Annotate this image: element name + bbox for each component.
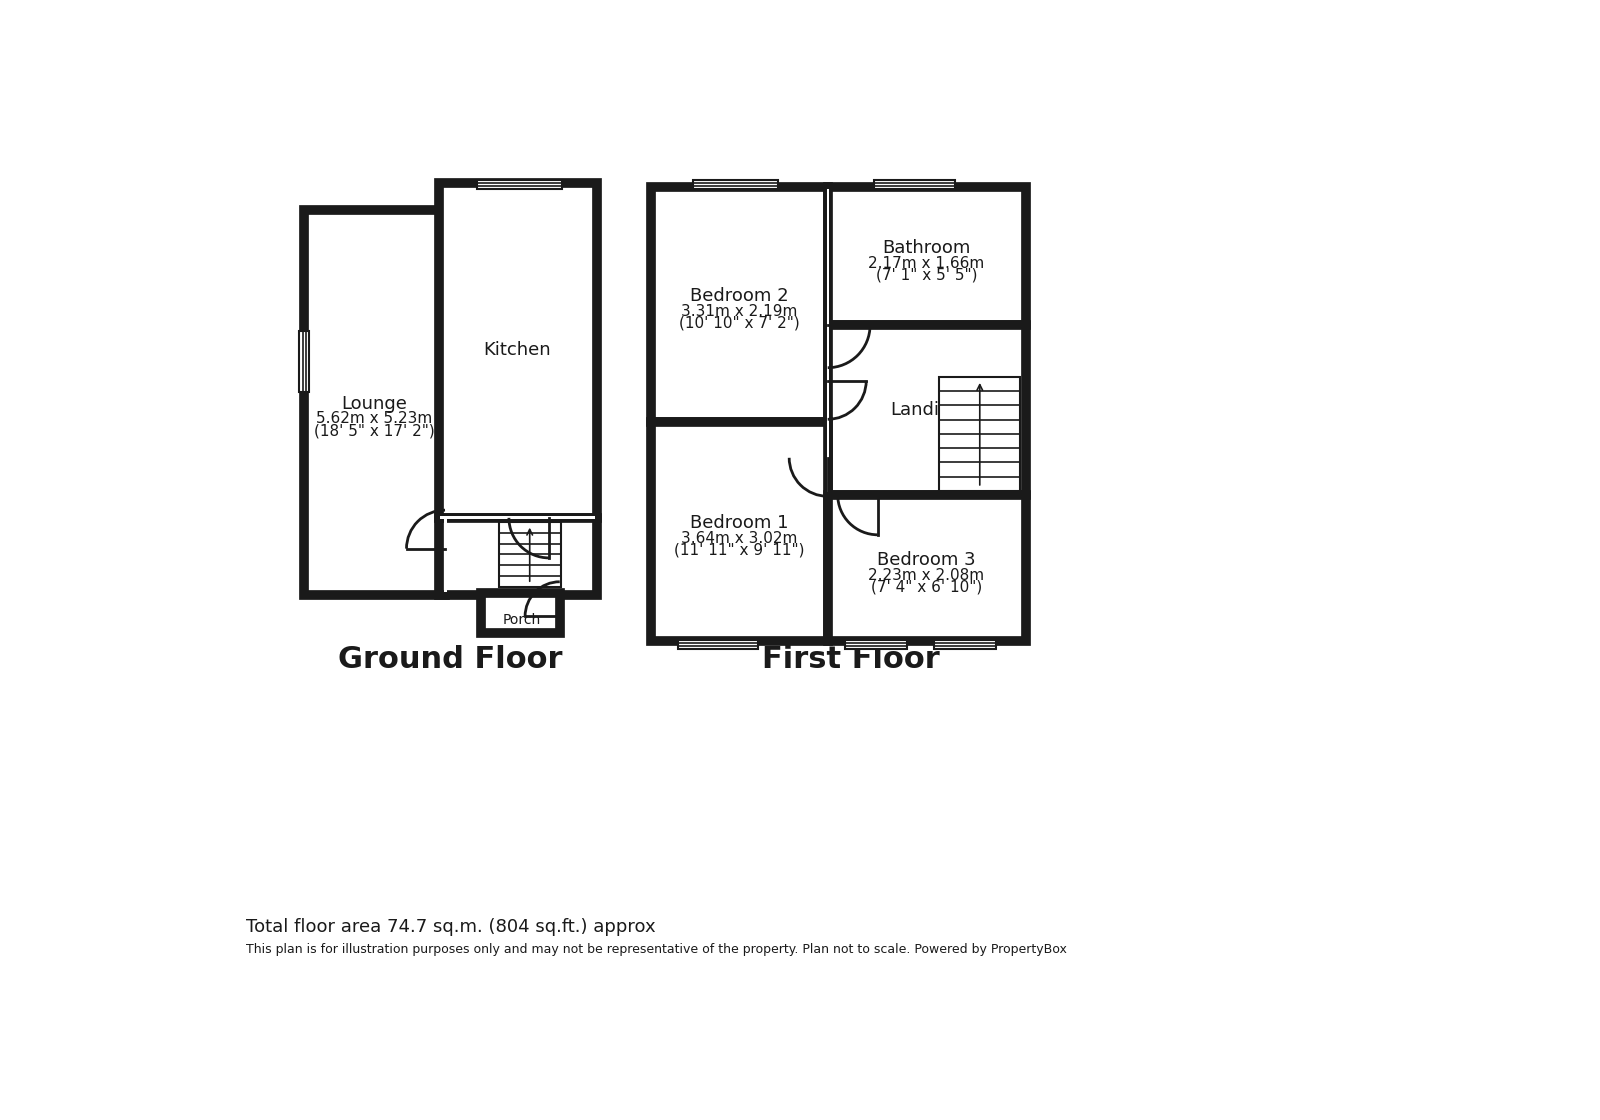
Bar — [438, 517, 597, 595]
Bar — [304, 209, 445, 595]
Bar — [827, 495, 1026, 641]
Bar — [499, 522, 560, 587]
Text: (11' 11" x 9' 11"): (11' 11" x 9' 11") — [674, 542, 805, 558]
Bar — [693, 180, 778, 189]
Text: (18' 5" x 17' 2"): (18' 5" x 17' 2") — [314, 423, 435, 438]
Bar — [827, 187, 1026, 325]
Text: First Floor: First Floor — [762, 645, 939, 674]
Text: Bathroom: Bathroom — [882, 240, 971, 258]
Text: Porch: Porch — [502, 613, 541, 626]
Bar — [874, 180, 955, 189]
Bar — [827, 189, 829, 419]
Bar — [939, 377, 1021, 491]
Text: 3.64m x 3.02m: 3.64m x 3.02m — [682, 531, 797, 545]
Text: 2.23m x 2.08m: 2.23m x 2.08m — [869, 568, 984, 582]
Bar — [677, 640, 758, 648]
Text: Bedroom 2: Bedroom 2 — [690, 287, 789, 305]
Bar — [445, 517, 446, 592]
Bar — [845, 640, 907, 648]
Bar — [651, 421, 827, 641]
Bar — [299, 330, 309, 392]
Text: 2.17m x 1.66m: 2.17m x 1.66m — [869, 255, 984, 271]
Text: Ground Floor: Ground Floor — [338, 645, 563, 674]
Text: Lounge: Lounge — [341, 395, 406, 413]
Text: (7' 4" x 6' 10"): (7' 4" x 6' 10") — [870, 579, 982, 595]
Bar — [827, 325, 1026, 495]
Text: This plan is for illustration purposes only and may not be representative of the: This plan is for illustration purposes o… — [246, 943, 1067, 955]
Text: Kitchen: Kitchen — [483, 340, 552, 360]
Text: 3.31m x 2.19m: 3.31m x 2.19m — [682, 304, 797, 318]
Bar — [651, 187, 827, 421]
Bar — [827, 328, 829, 492]
Text: (10' 10" x 7' 2"): (10' 10" x 7' 2") — [678, 316, 800, 330]
Bar — [477, 180, 562, 189]
Text: Bedroom 1: Bedroom 1 — [690, 514, 789, 532]
Bar — [939, 377, 1021, 491]
Text: 5.62m x 5.23m: 5.62m x 5.23m — [317, 411, 432, 427]
Text: Total floor area 74.7 sq.m. (804 sq.ft.) approx: Total floor area 74.7 sq.m. (804 sq.ft.)… — [246, 918, 656, 936]
Bar — [438, 183, 597, 517]
Text: Landing: Landing — [890, 401, 962, 419]
Bar — [440, 516, 595, 519]
Bar — [934, 640, 995, 648]
Bar — [499, 522, 560, 587]
Bar — [482, 594, 560, 634]
Text: (7' 1" x 5' 5"): (7' 1" x 5' 5") — [875, 268, 978, 282]
Text: Bedroom 3: Bedroom 3 — [877, 551, 976, 569]
